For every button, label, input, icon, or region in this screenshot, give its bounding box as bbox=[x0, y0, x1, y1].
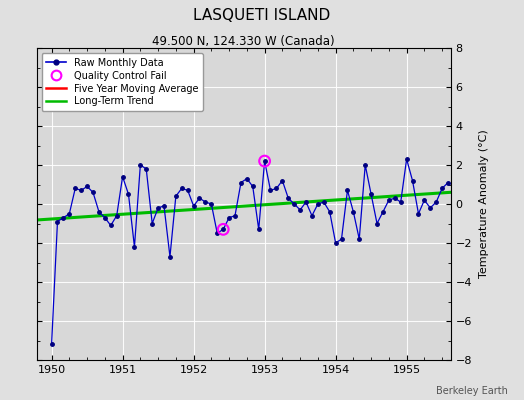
Legend: Raw Monthly Data, Quality Control Fail, Five Year Moving Average, Long-Term Tren: Raw Monthly Data, Quality Control Fail, … bbox=[41, 53, 203, 111]
Y-axis label: Temperature Anomaly (°C): Temperature Anomaly (°C) bbox=[479, 130, 489, 278]
Point bbox=[260, 158, 269, 164]
Point bbox=[219, 226, 227, 232]
Text: LASQUETI ISLAND: LASQUETI ISLAND bbox=[193, 8, 331, 23]
Title: 49.500 N, 124.330 W (Canada): 49.500 N, 124.330 W (Canada) bbox=[152, 35, 335, 48]
Text: Berkeley Earth: Berkeley Earth bbox=[436, 386, 508, 396]
